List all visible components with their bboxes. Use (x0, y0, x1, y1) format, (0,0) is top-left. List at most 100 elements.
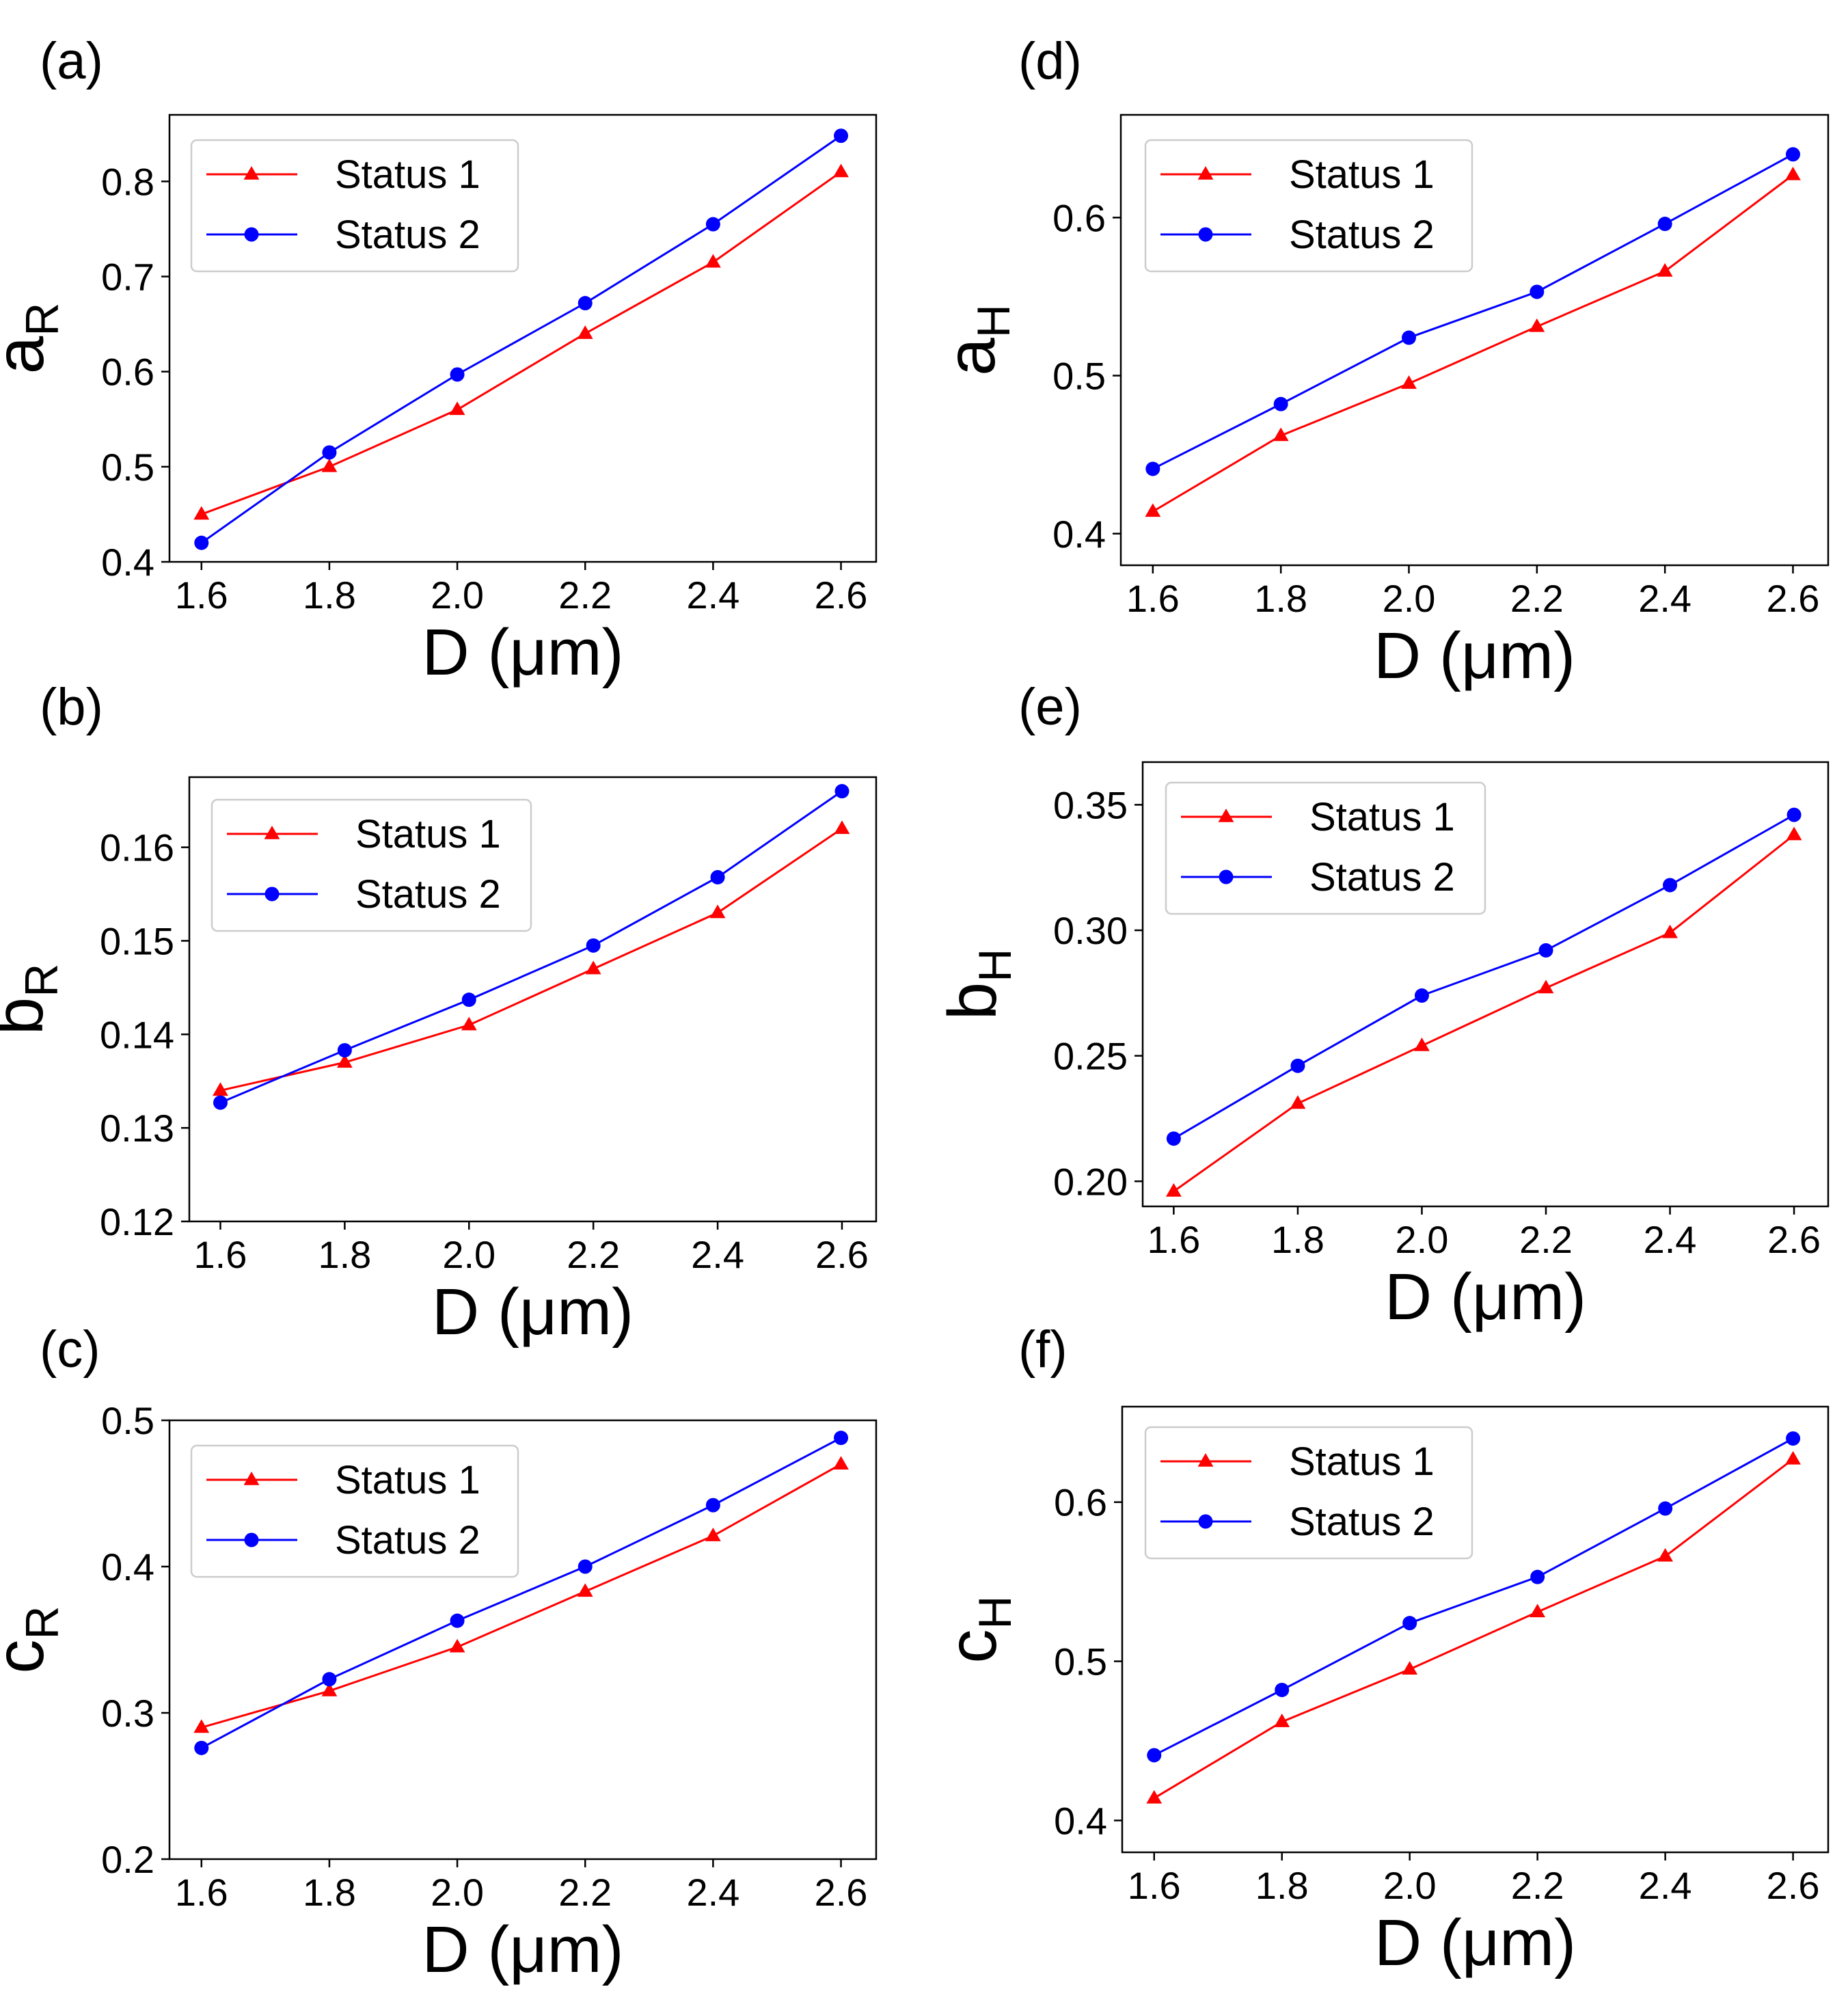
y-tick-label: 0.4 (101, 1545, 154, 1588)
y-axis-label-sub: H (969, 949, 1021, 982)
data-point-status-2 (1786, 1431, 1801, 1446)
y-tick-label: 0.7 (101, 256, 154, 299)
data-point-status-2 (1658, 1501, 1673, 1516)
series-line-1 (220, 828, 843, 1092)
y-axis-label: cH (934, 1595, 1021, 1663)
y-tick-label: 0.35 (1053, 783, 1128, 826)
legend-marker-2 (244, 1532, 259, 1547)
series-line-2 (1173, 813, 1795, 1140)
x-tick-label: 2.0 (1396, 1218, 1449, 1261)
data-point-status-1 (1662, 924, 1678, 938)
data-point-status-1 (577, 1583, 593, 1597)
series-line-2 (200, 135, 842, 544)
y-tick-label: 0.14 (100, 1013, 174, 1056)
legend-marker-1 (243, 166, 260, 180)
data-point-status-1 (1786, 826, 1802, 841)
data-point-status-2 (710, 869, 725, 884)
y-tick-label: 0.2 (101, 1838, 154, 1881)
legend-marker-2 (264, 887, 280, 902)
x-tick-label: 2.4 (686, 573, 739, 617)
plot-frame (168, 1419, 878, 1861)
data-point-status-2 (1538, 943, 1553, 958)
x-tick-label: 1.6 (1128, 1864, 1181, 1907)
data-point-status-2 (834, 784, 850, 799)
data-point-status-1 (193, 506, 210, 520)
legend: Status 1 Status 2 (1165, 781, 1486, 915)
legend: Status 1 Status 2 (190, 1444, 519, 1578)
legend-marker-1 (1197, 1453, 1214, 1467)
y-tick-label: 0.5 (101, 446, 154, 489)
y-tick-label: 0.30 (1053, 909, 1128, 952)
data-point-status-1 (1274, 1714, 1290, 1727)
data-point-status-2 (1414, 988, 1429, 1003)
data-point-status-2 (461, 992, 476, 1007)
y-axis-label-sub: H (969, 1595, 1021, 1629)
panel-label: (c) (40, 1321, 100, 1379)
y-tick-label: 0.5 (1052, 355, 1106, 398)
x-tick-label: 1.8 (303, 573, 356, 617)
plot-frame (1119, 113, 1830, 567)
data-point-status-2 (1663, 878, 1678, 893)
data-point-status-1 (1657, 1547, 1674, 1562)
x-tick-label: 2.2 (558, 1871, 612, 1914)
series-line-2 (201, 1437, 842, 1749)
data-point-status-2 (834, 1431, 849, 1446)
data-point-status-2 (194, 535, 209, 550)
data-point-status-2 (578, 1559, 593, 1574)
data-point-status-2 (1166, 1131, 1181, 1146)
data-point-status-2 (1275, 1682, 1290, 1697)
x-tick-label: 1.8 (303, 1871, 356, 1914)
x-tick-label: 2.2 (558, 573, 612, 617)
data-point-status-1 (705, 1528, 721, 1541)
x-tick-label: 2.4 (1639, 1864, 1692, 1907)
data-point-status-1 (1146, 1789, 1163, 1804)
y-axis-label-sub: H (968, 304, 1020, 338)
data-point-status-1 (1530, 1604, 1546, 1618)
panel-4: (e) 1.6 1.8 2.0 2.2 2.4 2.6 0.20 0.25 0.30 0.35 D (… (934, 678, 1830, 1334)
legend-label-2: Status 2 (355, 872, 501, 917)
y-tick-label: 0.3 (101, 1692, 154, 1735)
data-point-status-1 (1538, 979, 1554, 994)
x-tick-label: 2.0 (1383, 577, 1436, 620)
x-tick-label: 2.0 (442, 1233, 495, 1276)
data-point-status-1 (449, 1638, 465, 1653)
series-line-1 (201, 1463, 842, 1729)
x-tick-label: 2.6 (1767, 577, 1820, 620)
legend-marker-2 (244, 227, 259, 242)
legend-label-1: Status 1 (1289, 1439, 1435, 1484)
data-point-status-1 (1145, 503, 1161, 517)
data-point-status-1 (336, 1054, 353, 1068)
y-axis-label-main: a (933, 338, 1009, 376)
x-axis-label: D (μm) (422, 1913, 623, 1986)
panel-label: (d) (1018, 32, 1082, 90)
x-tick-label: 2.6 (815, 1233, 869, 1276)
data-point-status-1 (321, 458, 338, 472)
y-axis-label-main: c (934, 1629, 1011, 1664)
legend-box (210, 798, 532, 932)
data-point-status-1 (1657, 262, 1673, 277)
data-point-status-1 (709, 904, 726, 919)
data-point-status-2 (1145, 461, 1160, 476)
legend-label-2: Status 2 (1309, 855, 1455, 899)
data-point-status-2 (213, 1095, 228, 1110)
y-tick-label: 0.15 (100, 919, 174, 962)
legend: Status 1 Status 2 (1144, 139, 1473, 273)
data-point-status-1 (321, 1682, 338, 1696)
series-line-2 (1154, 1437, 1794, 1757)
y-tick-label: 0.6 (1054, 1481, 1107, 1524)
legend-label-2: Status 2 (335, 213, 480, 257)
data-point-status-1 (834, 820, 850, 835)
x-tick-label: 2.6 (815, 1871, 868, 1914)
legend-marker-2 (1198, 1514, 1213, 1529)
legend-marker-1 (1218, 809, 1234, 822)
y-tick-label: 0.12 (100, 1200, 174, 1243)
x-tick-label: 2.6 (1767, 1218, 1821, 1261)
data-point-status-2 (450, 1613, 465, 1628)
plot-frame (188, 776, 878, 1223)
series-line-2 (219, 790, 843, 1104)
data-point-status-2 (1785, 147, 1800, 162)
x-tick-label: 2.4 (1644, 1218, 1697, 1261)
data-point-status-1 (833, 163, 849, 178)
data-point-status-2 (1147, 1748, 1162, 1763)
